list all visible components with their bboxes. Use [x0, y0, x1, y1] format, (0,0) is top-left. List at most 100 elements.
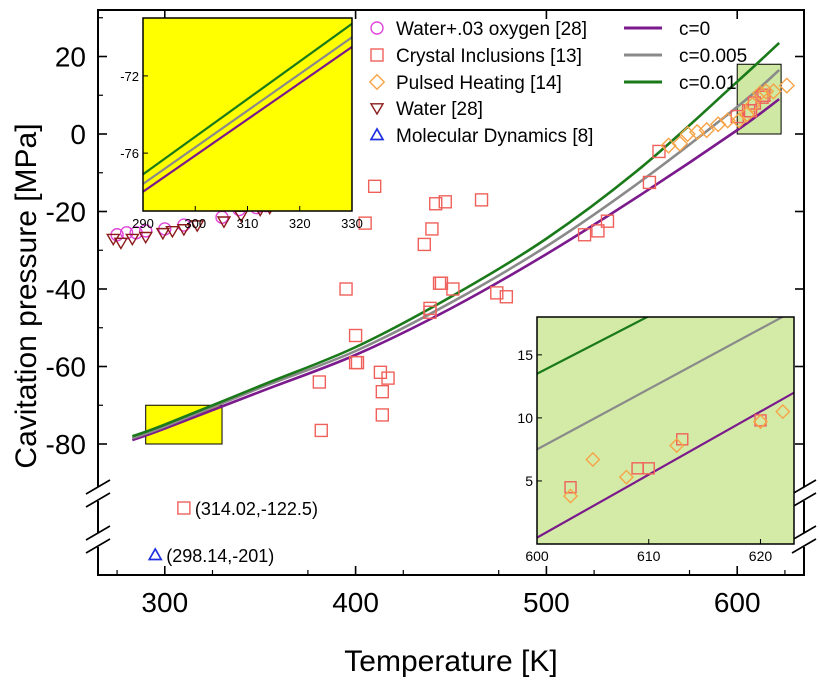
inset-right-point-pulsed: [775, 403, 791, 420]
inset-left-line-c005: [143, 36, 352, 185]
point-crystal: [375, 384, 390, 399]
legend-label-c01: c=0.01: [679, 73, 737, 94]
curve-c005: [131, 69, 781, 440]
outlier-point: [147, 547, 163, 561]
x-tick-label: 300: [141, 587, 188, 618]
point-crystal: [375, 408, 390, 422]
point-pulsed: [757, 83, 775, 100]
legend-label-c005: c=0.005: [679, 46, 747, 67]
inset-left-line-c01: [143, 22, 352, 176]
inset-left-x-tick-label: 330: [341, 216, 363, 231]
curve-c0: [131, 98, 780, 442]
legend-marker-water: [369, 103, 385, 116]
inset-right-point-pulsed: [669, 438, 685, 454]
y-tick-label: 0: [70, 119, 86, 150]
y-tick-label: -20: [46, 197, 86, 228]
inset-right-lines: [537, 317, 794, 539]
legend-label-water_oxygen: Water+.03 oxygen [28]: [396, 19, 587, 40]
point-water: [155, 227, 171, 241]
inset-right-line-c0: [537, 391, 794, 539]
point-pulsed: [698, 121, 715, 139]
point-crystal: [429, 197, 443, 211]
inset-left-x-tick-label: 300: [184, 216, 206, 231]
inset-right-x-tick-label: 620: [749, 548, 773, 564]
point-pulsed: [671, 135, 689, 152]
outlier-label: (298.14,-201): [166, 546, 274, 566]
inset-right-line-c01: [537, 317, 650, 375]
point-water: [176, 224, 192, 237]
point-water: [165, 225, 180, 239]
point-crystal: [367, 179, 382, 194]
point-crystal: [642, 175, 657, 190]
point-crystal: [577, 228, 592, 242]
point-crystal: [350, 355, 365, 370]
inset-right-point-pulsed: [562, 488, 579, 504]
inset-right-point-pulsed: [618, 469, 634, 485]
point-crystal: [314, 423, 328, 438]
point-water: [138, 231, 153, 245]
inset-right-point-crystal: [564, 481, 577, 494]
point-pulsed: [765, 83, 782, 100]
x-axis-title: Temperature [K]: [344, 645, 557, 678]
inset-right-frame: [536, 316, 795, 545]
point-water_oxygen: [139, 224, 153, 238]
inset-left-y-tick-label: -76: [120, 146, 139, 161]
point-pulsed: [719, 112, 736, 129]
axis-break-right: [791, 479, 817, 554]
point-crystal: [474, 193, 489, 207]
legend-marker-water_oxygen: [370, 21, 384, 35]
inset-right-y-tick-label: 10: [517, 410, 533, 426]
inset-right-point-crystal: [642, 462, 655, 475]
point-water: [113, 237, 129, 250]
y-tick-label: -60: [46, 352, 86, 383]
y-tick-label: 20: [55, 42, 86, 73]
point-crystal: [381, 371, 395, 385]
legend-marker-crystal: [370, 48, 384, 62]
point-crystal: [312, 375, 327, 389]
legend-label-water: Water [28]: [396, 99, 483, 120]
inset-right-y-tick-label: 15: [517, 347, 533, 363]
axis-break-left: [85, 479, 111, 554]
inset-right-x-tick-label: 600: [525, 548, 549, 564]
inset-left-x-tick-label: 310: [237, 216, 259, 231]
point-crystal: [425, 222, 439, 236]
inset-right-point-pulsed: [585, 451, 601, 468]
outlier-point: [177, 501, 191, 515]
point-water: [189, 220, 205, 233]
point-crystal: [417, 237, 431, 252]
point-crystal: [743, 104, 758, 118]
x-tick-label: 500: [523, 587, 570, 618]
point-pulsed: [738, 106, 755, 123]
point-pulsed: [679, 125, 696, 143]
x-tick-label: 400: [332, 587, 379, 618]
point-water: [216, 216, 232, 229]
point-water: [125, 233, 140, 247]
legend-marker-pulsed: [368, 73, 386, 91]
curve-c01: [131, 41, 781, 438]
point-crystal: [358, 216, 372, 230]
legend-label-md: Molecular Dynamics [8]: [396, 126, 593, 147]
legend-label-c0: c=0: [679, 19, 710, 40]
legend-label-crystal: Crystal Inclusions [13]: [396, 46, 582, 67]
point-crystal: [438, 195, 452, 209]
inset-left-y-tick-label: -72: [120, 69, 139, 84]
inset-right-line-c005: [537, 317, 785, 451]
inset-left-x-tick-label: 290: [132, 216, 154, 231]
point-crystal: [652, 144, 666, 159]
x-tick-label: 600: [714, 587, 761, 618]
point-crystal: [423, 301, 437, 316]
legend-marker-md: [369, 127, 385, 141]
point-crystal: [339, 282, 353, 296]
outlier-label: (314.02,-122.5): [195, 499, 318, 519]
inset-right-x-tick-label: 610: [637, 548, 661, 564]
point-pulsed: [778, 77, 796, 94]
inset-right-y-tick-label: 5: [525, 473, 533, 489]
y-tick-label: -80: [46, 429, 86, 460]
point-crystal: [490, 286, 504, 300]
inset-right-point-pulsed: [752, 414, 769, 430]
y-tick-label: -40: [46, 274, 86, 305]
point-crystal: [600, 214, 615, 228]
point-crystal: [446, 282, 460, 296]
